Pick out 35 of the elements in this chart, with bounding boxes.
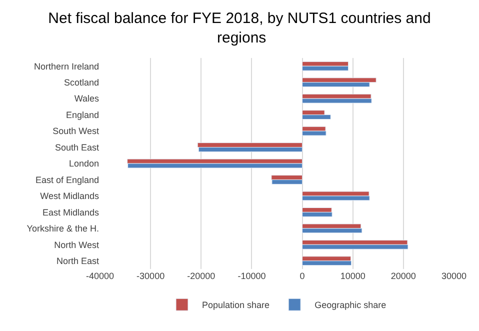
bar <box>302 191 370 196</box>
y-tick-label: West Midlands <box>40 191 100 202</box>
x-tick-label: 30000 <box>441 271 467 281</box>
y-tick-label: East Midlands <box>42 207 100 218</box>
y-tick-label: Wales <box>74 94 100 104</box>
bar <box>302 224 362 229</box>
chart-title: Net fiscal balance for FYE 2018, by NUTS1 countries and regions <box>48 10 431 47</box>
bar <box>272 179 303 184</box>
bar <box>302 66 349 71</box>
bar <box>302 256 352 262</box>
y-tick-label: North West <box>54 240 100 250</box>
bar <box>197 142 303 148</box>
y-tick-label: Yorkshire & the H. <box>26 224 99 234</box>
bar <box>302 212 332 217</box>
y-tick-label: England <box>66 110 99 120</box>
y-tick-label: Scotland <box>64 78 99 88</box>
x-tick-label: 10000 <box>340 271 366 281</box>
x-tick-label: -20000 <box>187 271 216 281</box>
bar <box>302 78 376 83</box>
y-tick-label: South East <box>54 142 100 152</box>
y-tick-label: South West <box>52 126 100 136</box>
x-tick-label: 0 <box>300 271 305 281</box>
bar <box>302 244 408 250</box>
x-tick-label: 20000 <box>390 271 416 281</box>
y-tick-label: East of England <box>35 174 99 185</box>
x-tick-label: -40000 <box>86 271 114 281</box>
y-tick-label: London <box>68 158 99 169</box>
x-tick-label: -30000 <box>136 271 165 281</box>
bar <box>302 130 326 136</box>
y-tick-label: North East <box>56 256 100 266</box>
legend-label: Population share <box>202 300 270 310</box>
legend-label: Geographic share <box>314 300 386 310</box>
bar <box>302 98 372 104</box>
x-tick-label: -10000 <box>238 271 266 281</box>
y-tick-label: Northern Ireland <box>34 61 99 72</box>
